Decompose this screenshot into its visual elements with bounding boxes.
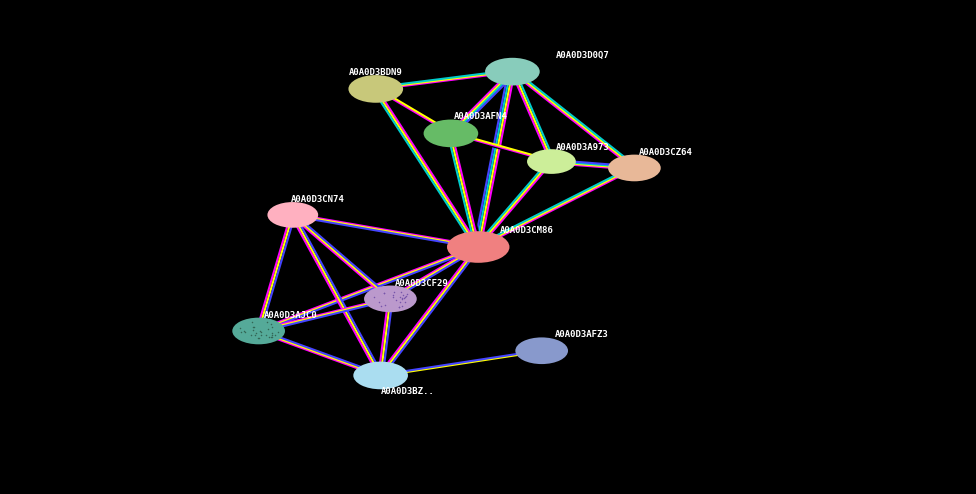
Circle shape xyxy=(608,155,661,181)
Text: A0A0D3CM86: A0A0D3CM86 xyxy=(500,226,553,235)
Text: A0A0D3CN74: A0A0D3CN74 xyxy=(291,195,345,204)
Text: A0A0D3AJC0: A0A0D3AJC0 xyxy=(264,311,317,320)
Circle shape xyxy=(447,231,509,263)
Circle shape xyxy=(267,202,318,228)
Circle shape xyxy=(485,58,540,85)
Circle shape xyxy=(364,286,417,312)
Circle shape xyxy=(515,337,568,364)
Circle shape xyxy=(232,318,285,344)
Text: A0A0D3BZ..: A0A0D3BZ.. xyxy=(381,387,434,396)
Text: A0A0D3BDN9: A0A0D3BDN9 xyxy=(348,68,403,77)
Circle shape xyxy=(348,75,403,103)
Text: A0A0D3AFN4: A0A0D3AFN4 xyxy=(454,112,508,121)
Text: A0A0D3CF29: A0A0D3CF29 xyxy=(395,279,449,288)
Circle shape xyxy=(527,149,576,174)
Text: A0A0D3AFZ3: A0A0D3AFZ3 xyxy=(554,330,608,339)
Text: A0A0D3D0Q7: A0A0D3D0Q7 xyxy=(556,51,610,60)
Text: A0A0D3A973: A0A0D3A973 xyxy=(556,143,610,152)
Circle shape xyxy=(424,120,478,147)
Circle shape xyxy=(353,362,408,389)
Text: A0A0D3CZ64: A0A0D3CZ64 xyxy=(639,148,693,157)
